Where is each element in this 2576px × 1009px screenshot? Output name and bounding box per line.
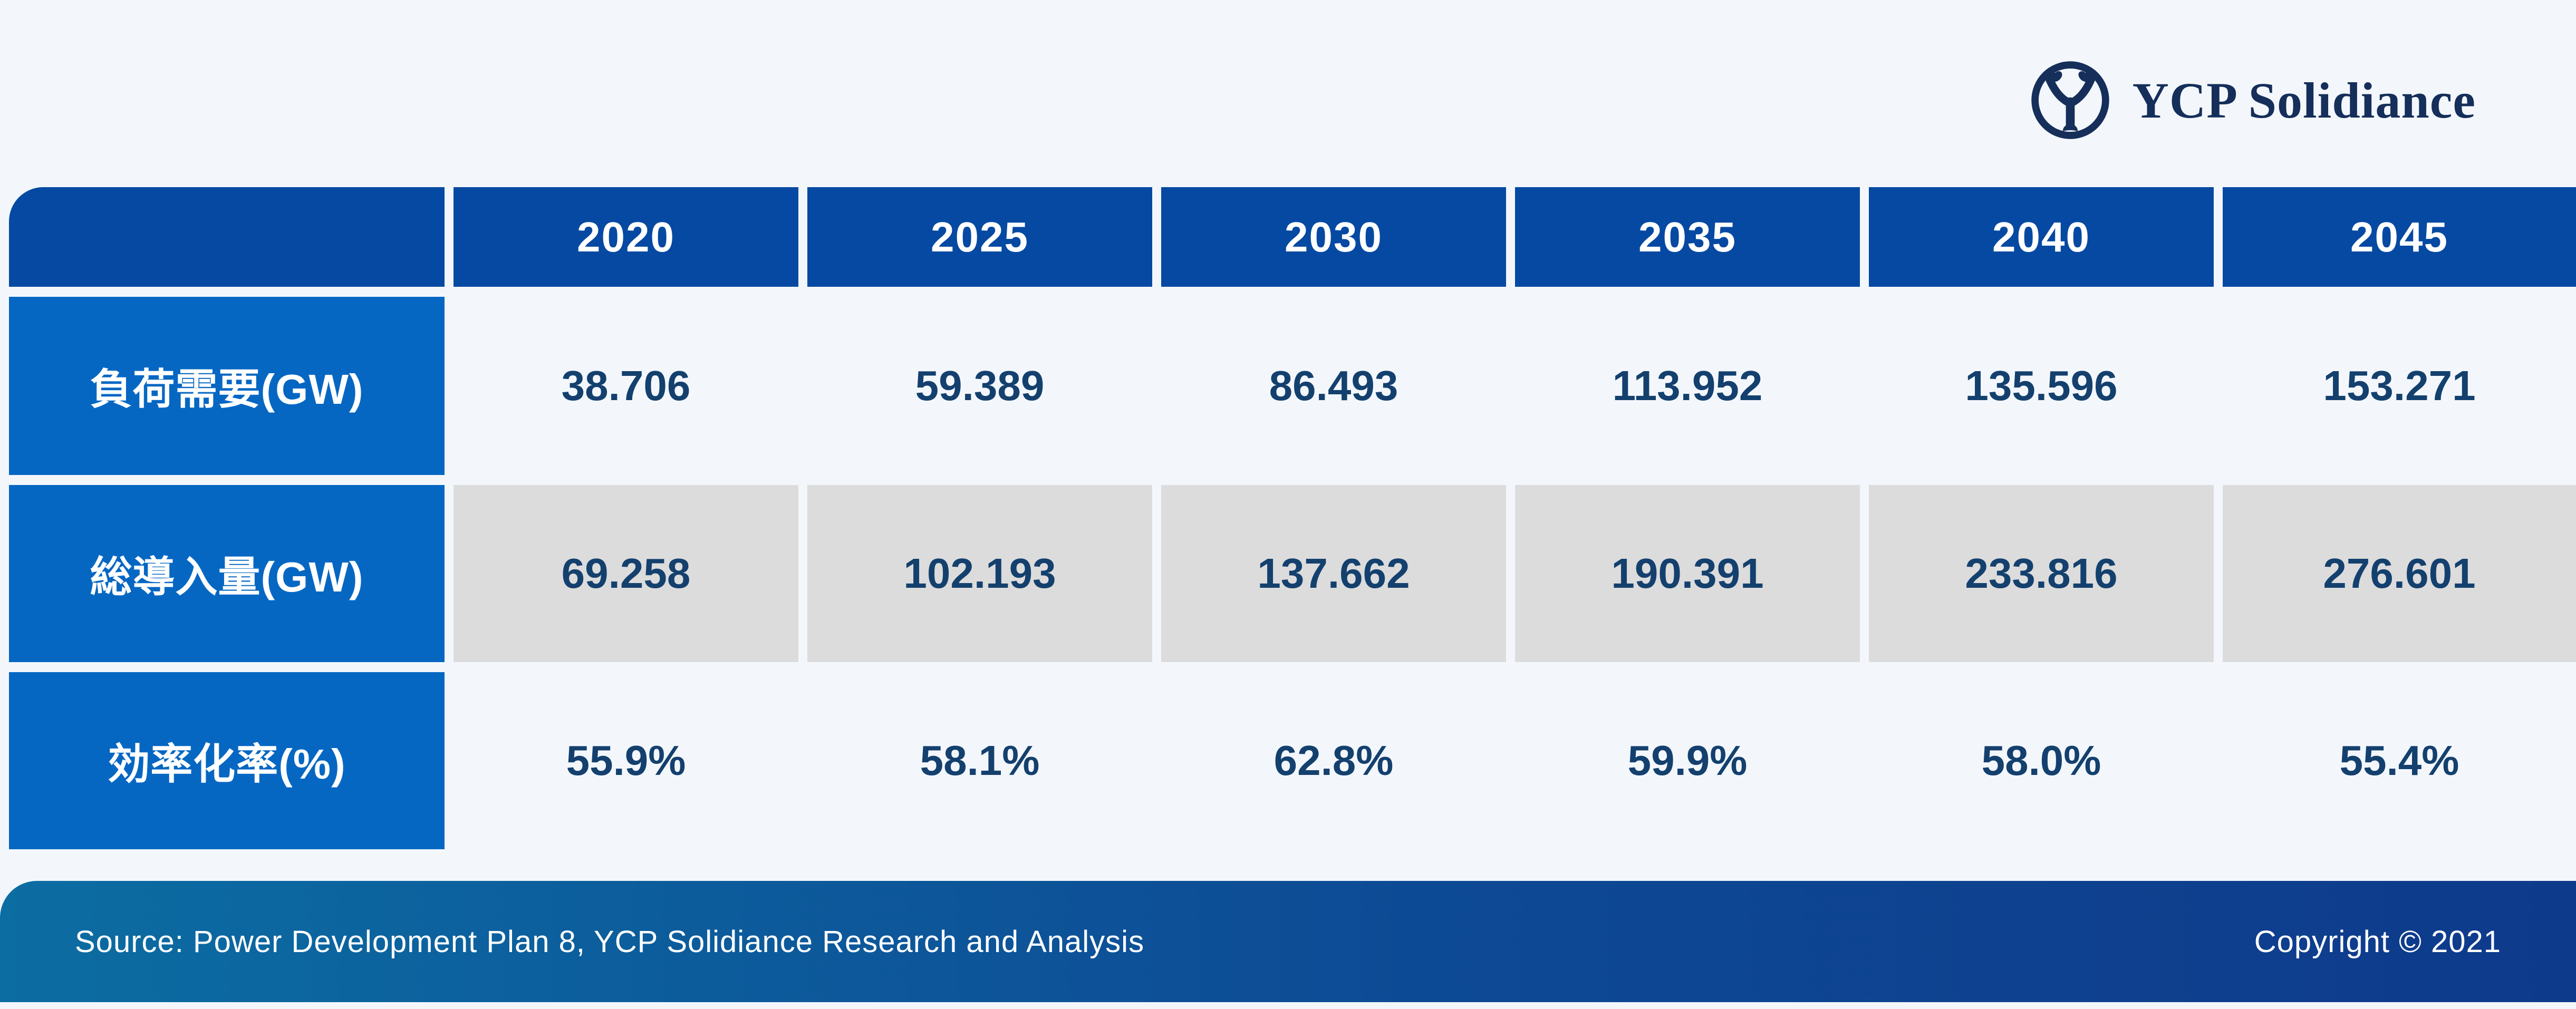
table-cell: 58.1% (920, 737, 1040, 784)
column-header-2040: 2040 (1869, 187, 2214, 287)
table-cell: 38.706 (561, 362, 691, 409)
table-cell: 86.493 (1269, 362, 1398, 409)
forecast-table: 2020 2025 2030 2035 2040 2045 負荷需要(GW) 3… (9, 187, 2576, 849)
table-cell: 69.258 (454, 485, 798, 662)
column-header-2035: 2035 (1515, 187, 1860, 287)
table-corner-cell (9, 187, 445, 287)
table-cell: 233.816 (1869, 485, 2214, 662)
column-header-2020: 2020 (454, 187, 798, 287)
table-cell: 113.952 (1612, 362, 1763, 409)
table-cell: 55.9% (566, 737, 686, 784)
row-label-load-demand: 負荷需要(GW) (9, 297, 445, 475)
brand-lockup: YCP Solidiance (2030, 50, 2476, 150)
table-cell: 59.9% (1627, 737, 1748, 784)
brand-name: YCP Solidiance (2132, 72, 2476, 129)
table-cell: 62.8% (1273, 737, 1394, 784)
table-cell: 59.389 (915, 362, 1045, 409)
ycp-circle-y-icon (2031, 61, 2109, 139)
table-cell: 135.596 (1965, 362, 2118, 409)
row-label-total-capacity: 総導入量(GW) (9, 485, 445, 662)
row-label-efficiency-rate: 効率化率(%) (9, 672, 445, 849)
copyright-note: Copyright © 2021 (2254, 924, 2501, 959)
footer-bar: Source: Power Development Plan 8, YCP So… (0, 881, 2576, 1002)
column-header-2045: 2045 (2223, 187, 2576, 287)
table-cell: 190.391 (1515, 485, 1860, 662)
table-cell: 55.4% (2339, 737, 2459, 784)
column-header-2030: 2030 (1161, 187, 1506, 287)
table-cell: 276.601 (2223, 485, 2576, 662)
column-header-2025: 2025 (807, 187, 1152, 287)
table-cell: 153.271 (2323, 362, 2476, 409)
table-cell: 58.0% (1981, 737, 2101, 784)
table-cell: 137.662 (1161, 485, 1506, 662)
table-cell: 102.193 (807, 485, 1152, 662)
source-note: Source: Power Development Plan 8, YCP So… (75, 924, 1145, 959)
